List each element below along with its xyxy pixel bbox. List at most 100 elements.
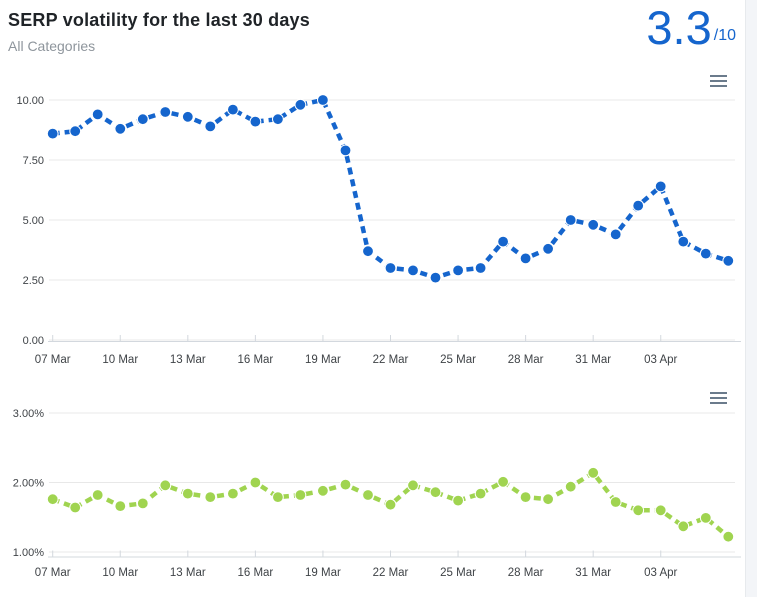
volatility-percent-chart-point[interactable] — [69, 501, 82, 514]
chart2-menu-button[interactable] — [710, 391, 729, 405]
volatility-percent-chart-point[interactable] — [136, 497, 149, 510]
volatility-percent-chart-point[interactable] — [181, 487, 194, 500]
volatility-score-chart-point[interactable] — [317, 94, 329, 106]
volatility-percent-chart-point[interactable] — [609, 496, 622, 508]
volatility-percent-chart-point[interactable] — [654, 504, 667, 517]
volatility-score-chart-point[interactable] — [91, 108, 104, 121]
y-axis-label: 3.00% — [13, 408, 44, 420]
volatility-percent-chart-point[interactable] — [46, 493, 59, 506]
volatility-percent-chart-point[interactable] — [587, 466, 600, 479]
x-axis-label: 22 Mar — [373, 567, 409, 579]
volatility-percent-chart-point[interactable] — [519, 491, 532, 504]
volatility-score-chart-point[interactable] — [294, 98, 307, 111]
x-axis-label: 16 Mar — [237, 567, 273, 579]
volatility-percent-chart-point[interactable] — [362, 489, 374, 501]
volatility-percent-chart-point[interactable] — [474, 487, 487, 500]
x-axis-label: 03 Apr — [644, 567, 677, 579]
volatility-percent-chart-point[interactable] — [677, 520, 690, 533]
volatility-score-chart-point[interactable] — [452, 264, 465, 277]
x-axis-label: 10 Mar — [102, 354, 138, 366]
volatility-score-chart-point[interactable] — [407, 264, 419, 277]
volatility-score-chart-point[interactable] — [181, 110, 194, 123]
y-axis-label: 10.00 — [16, 95, 44, 107]
x-axis-label: 25 Mar — [440, 567, 476, 579]
x-axis-label: 28 Mar — [508, 567, 544, 579]
x-axis-label: 19 Mar — [305, 567, 341, 579]
volatility-percent-chart-point[interactable] — [542, 493, 554, 506]
volatility-percent-chart-point[interactable] — [429, 486, 442, 499]
volatility-score-chart-point[interactable] — [46, 127, 59, 140]
volatility-percent-chart-point[interactable] — [632, 504, 645, 517]
x-axis-label: 28 Mar — [508, 354, 544, 366]
volatility-percent-chart-point[interactable] — [159, 479, 172, 492]
score-value: 3.3 — [646, 1, 712, 54]
volatility-score-chart-point[interactable] — [632, 199, 645, 212]
volatility-percent-chart-point[interactable] — [339, 478, 352, 491]
volatility-score-chart-point[interactable] — [159, 106, 172, 118]
y-axis-label: 1.00% — [13, 547, 44, 559]
volatility-score-chart-point[interactable] — [384, 262, 397, 274]
y-axis-label: 2.00% — [13, 478, 44, 490]
volatility-score-chart-line — [52, 97, 729, 280]
x-axis-label: 22 Mar — [373, 354, 409, 366]
x-axis-label: 25 Mar — [440, 354, 476, 366]
volatility-percent-chart-point[interactable] — [249, 476, 262, 489]
x-axis-label: 03 Apr — [644, 354, 677, 366]
score-suffix: /10 — [713, 27, 736, 44]
volatility-percent-chart-point[interactable] — [452, 494, 465, 507]
volatility-score-chart-point[interactable] — [249, 115, 262, 128]
x-axis-label: 13 Mar — [170, 567, 206, 579]
volatility-score-chart-point[interactable] — [474, 262, 487, 274]
page-title: SERP volatility for the last 30 days — [8, 10, 310, 30]
volatility-score-chart-point[interactable] — [699, 247, 712, 260]
volatility-score-chart-point[interactable] — [542, 242, 554, 255]
volatility-score: 3.3 /10 — [646, 4, 736, 51]
y-axis-label: 2.50 — [23, 275, 44, 287]
volatility-percent-chart-point[interactable] — [407, 479, 419, 492]
volatility-score-chart-point[interactable] — [677, 235, 690, 248]
volatility-score-chart-point[interactable] — [429, 271, 442, 284]
volatility-percent-chart-point[interactable] — [294, 489, 307, 501]
y-axis-label: 0.00 — [23, 335, 44, 347]
x-axis-label: 31 Mar — [575, 354, 611, 366]
volatility-score-chart-point[interactable] — [227, 103, 239, 116]
volatility-percent-chart-point[interactable] — [91, 489, 104, 501]
y-axis-label: 7.50 — [23, 155, 44, 167]
x-axis-label: 19 Mar — [305, 354, 341, 366]
volatility-score-chart-point[interactable] — [654, 180, 667, 193]
volatility-percent-chart-point[interactable] — [227, 487, 239, 500]
x-axis-label: 07 Mar — [35, 354, 71, 366]
volatility-score-chart-point[interactable] — [609, 228, 622, 241]
volatility-score-chart-point[interactable] — [587, 218, 600, 231]
volatility-percent-chart-point[interactable] — [317, 484, 329, 497]
volatility-percent-chart-point[interactable] — [564, 480, 577, 493]
x-axis-label: 10 Mar — [102, 567, 138, 579]
volatility-score-chart-point[interactable] — [362, 245, 374, 258]
volatility-score-chart-point[interactable] — [497, 235, 510, 248]
x-axis-label: 16 Mar — [237, 354, 273, 366]
volatility-percent-chart-point[interactable] — [699, 512, 712, 524]
volatility-percent-chart-point[interactable] — [497, 475, 510, 488]
y-axis-label: 5.00 — [23, 215, 44, 227]
volatility-percent-chart-point[interactable] — [272, 491, 284, 504]
volatility-percent-chart-point[interactable] — [114, 500, 127, 513]
volatility-score-chart-point[interactable] — [272, 113, 284, 126]
volatility-score-chart-point[interactable] — [339, 144, 352, 157]
volatility-score-chart-point[interactable] — [136, 113, 149, 126]
chart1-menu-button[interactable] — [710, 74, 729, 88]
volatility-score-chart-point[interactable] — [519, 252, 532, 265]
volatility-percent-chart-point[interactable] — [204, 491, 217, 504]
x-axis-label: 07 Mar — [35, 567, 71, 579]
x-axis-label: 13 Mar — [170, 354, 206, 366]
volatility-score-chart-point[interactable] — [722, 254, 735, 267]
volatility-score-chart-point[interactable] — [204, 120, 217, 133]
volatility-score-chart-point[interactable] — [69, 125, 82, 138]
category-subtitle: All Categories — [8, 38, 96, 54]
volatility-percent-chart-point[interactable] — [722, 530, 735, 543]
volatility-percent-chart-point[interactable] — [384, 498, 397, 511]
volatility-score-chart-point[interactable] — [114, 122, 127, 135]
volatility-score-chart-point[interactable] — [564, 214, 577, 226]
